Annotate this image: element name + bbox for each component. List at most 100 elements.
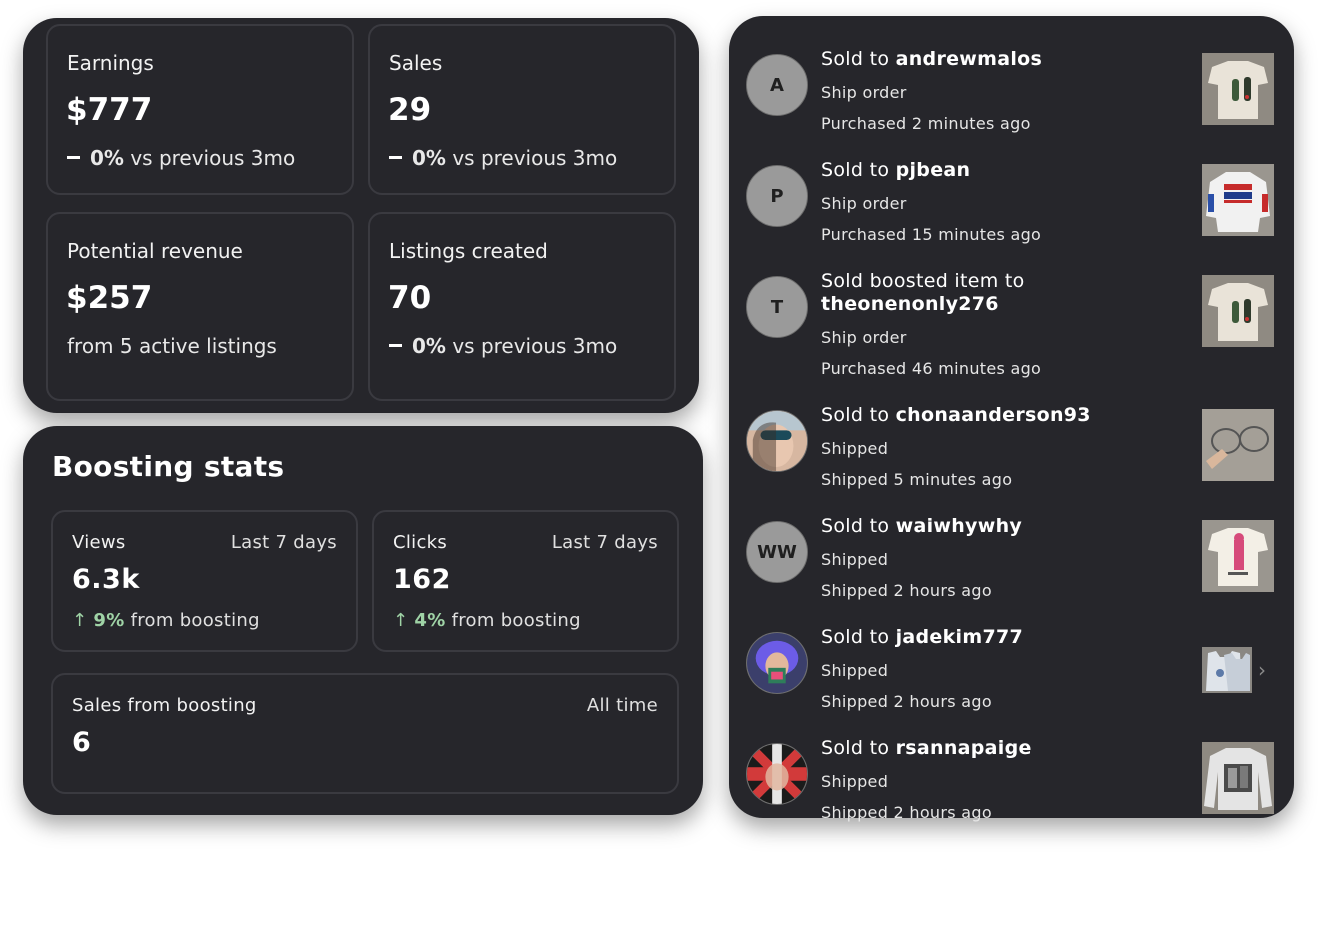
views-boost-change: ↑ 9% from boosting (72, 610, 260, 631)
sales-change: 0% vs previous 3mo (389, 146, 617, 170)
order-time: Shipped 5 minutes ago (821, 470, 1013, 489)
recent-orders-panel: A Sold to andrewmalos Ship order Purchas… (729, 16, 1294, 822)
order-time: Purchased 2 minutes ago (821, 114, 1031, 133)
order-title: Sold to jadekim777 (821, 626, 1101, 649)
order-status: Shipped (821, 661, 889, 680)
views-period: Last 7 days (230, 532, 337, 553)
clicks-boost-pct: 4% (414, 610, 446, 631)
potential-revenue-sub: from 5 active listings (67, 334, 277, 358)
potential-revenue-card[interactable]: Potential revenue $257 from 5 active lis… (46, 212, 354, 401)
order-time: Purchased 15 minutes ago (821, 225, 1042, 244)
earnings-label: Earnings (67, 51, 154, 75)
buyer-name[interactable]: chonaanderson93 (895, 404, 1091, 426)
item-thumbnail[interactable] (1202, 742, 1274, 814)
earnings-change: 0% vs previous 3mo (67, 146, 295, 170)
item-thumbnail[interactable] (1202, 164, 1274, 236)
order-item[interactable]: Sold to rsannapaige Shipped Shipped 2 ho… (729, 721, 1294, 822)
order-prefix: Sold to (821, 626, 890, 648)
views-value: 6.3k (72, 564, 140, 595)
clicks-card[interactable]: Clicks Last 7 days 162 ↑ 4% from boosting (372, 510, 679, 652)
order-title: Sold to rsannapaige (821, 737, 1101, 760)
arrow-up-icon: ↑ (72, 610, 88, 631)
sales-card[interactable]: Sales 29 0% vs previous 3mo (368, 24, 676, 195)
order-item[interactable]: T Sold boosted item to theonenonly276 Sh… (729, 254, 1294, 379)
earnings-change-pct: 0% (90, 146, 124, 170)
order-title: Sold to andrewmalos (821, 48, 1101, 71)
item-thumbnail[interactable] (1202, 53, 1274, 125)
boosting-stats-panel: Boosting stats Views Last 7 days 6.3k ↑ 9… (23, 426, 703, 815)
sales-value: 29 (388, 92, 432, 128)
order-prefix: Sold to (821, 515, 890, 537)
neutral-dash-icon (67, 156, 80, 159)
avatar (746, 410, 808, 472)
listings-created-card[interactable]: Listings created 70 0% vs previous 3mo (368, 212, 676, 401)
views-boost-suffix: from boosting (130, 610, 260, 631)
order-title: Sold to pjbean (821, 159, 1101, 182)
avatar (746, 743, 808, 805)
order-prefix: Sold boosted item to (821, 270, 1025, 292)
clicks-boost-suffix: from boosting (451, 610, 581, 631)
avatar (746, 632, 808, 694)
item-thumbnail[interactable] (1202, 647, 1252, 693)
avatar-initials: A (770, 74, 784, 96)
order-status: Shipped (821, 439, 889, 458)
order-prefix: Sold to (821, 737, 890, 759)
avatar-initials: T (770, 296, 784, 318)
listings-created-change-pct: 0% (412, 334, 446, 358)
sales-from-boosting-card[interactable]: Sales from boosting All time 6 (51, 673, 679, 794)
avatar: A (746, 54, 808, 116)
neutral-dash-icon (389, 344, 402, 347)
buyer-name[interactable]: andrewmalos (895, 48, 1043, 70)
listings-created-label: Listings created (389, 239, 548, 263)
potential-revenue-label: Potential revenue (67, 239, 243, 263)
listings-created-value: 70 (388, 280, 432, 316)
order-item[interactable]: P Sold to pjbean Ship order Purchased 15… (729, 143, 1294, 244)
order-item[interactable]: A Sold to andrewmalos Ship order Purchas… (729, 32, 1294, 133)
order-item[interactable]: Sold to chonaanderson93 Shipped Shipped … (729, 388, 1294, 489)
listings-created-change: 0% vs previous 3mo (389, 334, 617, 358)
clicks-period: Last 7 days (551, 532, 658, 553)
buyer-name[interactable]: pjbean (895, 159, 971, 181)
clicks-label: Clicks (393, 532, 448, 553)
chevron-right-icon[interactable]: › (1258, 658, 1266, 682)
buyer-name[interactable]: jadekim777 (895, 626, 1024, 648)
sales-from-boosting-label: Sales from boosting (72, 695, 257, 716)
order-time: Purchased 46 minutes ago (821, 359, 1042, 378)
clicks-value: 162 (393, 564, 451, 595)
order-title: Sold boosted item to theonenonly276 (821, 270, 1101, 316)
sales-change-pct: 0% (412, 146, 446, 170)
sales-label: Sales (389, 51, 443, 75)
views-card[interactable]: Views Last 7 days 6.3k ↑ 9% from boosting (51, 510, 358, 652)
earnings-change-suffix: vs previous 3mo (130, 146, 296, 170)
item-thumbnail[interactable] (1202, 409, 1274, 481)
order-time: Shipped 2 hours ago (821, 581, 992, 600)
order-prefix: Sold to (821, 159, 890, 181)
listings-created-change-suffix: vs previous 3mo (452, 334, 618, 358)
order-item[interactable]: Sold to jadekim777 Shipped Shipped 2 hou… (729, 610, 1294, 711)
sales-from-boosting-period: All time (586, 695, 658, 716)
order-time: Shipped 2 hours ago (821, 692, 992, 711)
order-status: Shipped (821, 550, 889, 569)
order-status[interactable]: Ship order (821, 194, 907, 213)
buyer-name[interactable]: rsannapaige (895, 737, 1032, 759)
neutral-dash-icon (389, 156, 402, 159)
order-item[interactable]: WW Sold to waiwhywhy Shipped Shipped 2 h… (729, 499, 1294, 600)
arrow-up-icon: ↑ (393, 610, 409, 631)
avatar-initials: WW (757, 541, 797, 563)
order-title: Sold to waiwhywhy (821, 515, 1101, 538)
avatar: P (746, 165, 808, 227)
buyer-name[interactable]: theonenonly276 (821, 293, 999, 315)
potential-revenue-value: $257 (66, 280, 153, 316)
buyer-name[interactable]: waiwhywhy (895, 515, 1023, 537)
order-status[interactable]: Ship order (821, 83, 907, 102)
sales-change-suffix: vs previous 3mo (452, 146, 618, 170)
item-thumbnail[interactable] (1202, 520, 1274, 592)
item-thumbnail[interactable] (1202, 275, 1274, 347)
avatar: T (746, 276, 808, 338)
views-boost-pct: 9% (93, 610, 125, 631)
earnings-card[interactable]: Earnings $777 0% vs previous 3mo (46, 24, 354, 195)
order-status[interactable]: Ship order (821, 328, 907, 347)
earnings-value: $777 (66, 92, 153, 128)
order-prefix: Sold to (821, 48, 890, 70)
order-status: Shipped (821, 772, 889, 791)
